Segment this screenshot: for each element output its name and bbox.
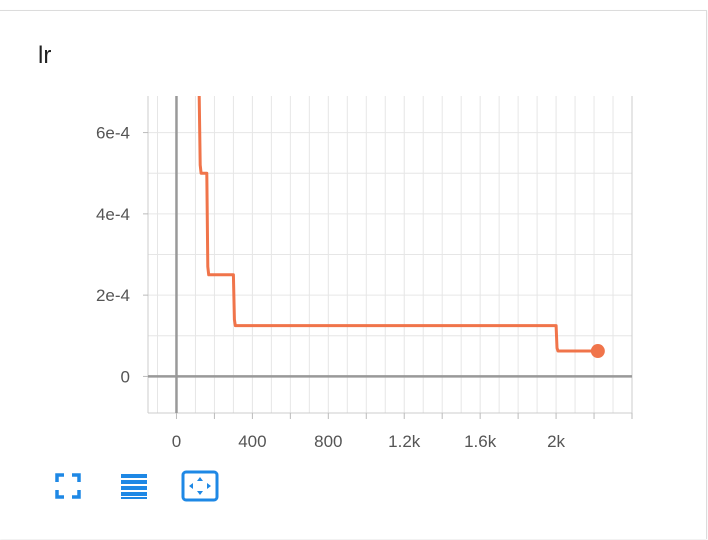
grid-lines xyxy=(143,96,633,419)
y-tick-label: 2e-4 xyxy=(96,286,130,305)
toggle-log-scale-icon xyxy=(121,474,147,499)
x-tick-label: 0 xyxy=(172,432,181,451)
x-tick-label: 400 xyxy=(238,432,266,451)
scalar-card xyxy=(0,10,707,539)
y-tick-label: 0 xyxy=(121,367,130,386)
chart-title: lr xyxy=(38,42,52,69)
series-last-point xyxy=(590,344,605,359)
series-line-0 xyxy=(197,96,598,353)
y-tick-label: 6e-4 xyxy=(96,124,130,143)
x-tick-label: 2k xyxy=(547,432,565,451)
x-tick-label: 800 xyxy=(314,432,342,451)
fullscreen-button[interactable] xyxy=(48,470,88,502)
y-tick-label: 4e-4 xyxy=(96,205,130,224)
series-layer xyxy=(197,96,605,359)
x-tick-label: 1.2k xyxy=(388,432,421,451)
fit-domain-icon xyxy=(181,470,219,502)
zero-axes xyxy=(148,96,632,413)
chart-toolbar xyxy=(48,470,220,502)
x-tick-label: 1.6k xyxy=(464,432,497,451)
fit-domain-button[interactable] xyxy=(180,470,220,502)
tick-labels: 0 2e-4 4e-4 6e-4 0 400 800 1.2k 1.6k 2k xyxy=(96,124,566,451)
fullscreen-icon xyxy=(55,473,81,499)
toggle-log-scale-button[interactable] xyxy=(114,470,154,502)
